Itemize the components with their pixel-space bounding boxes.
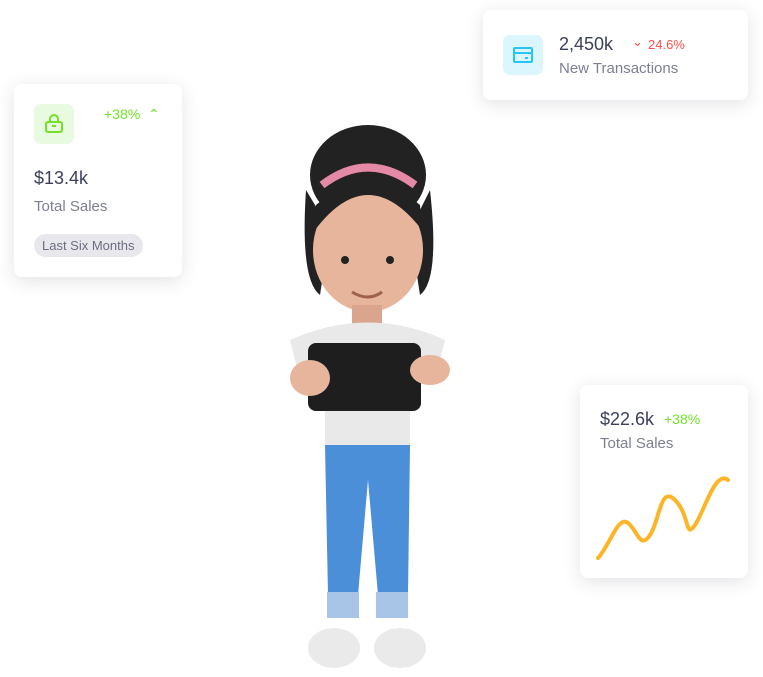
total-sales-card: +38% ⌃ $13.4k Total Sales Last Six Month… [14, 84, 182, 277]
total-sales-chart-card: $22.6k +38% Total Sales [580, 385, 748, 578]
sales-sparkline [596, 476, 730, 560]
sales-value: $13.4k [34, 168, 89, 188]
transactions-value: 2,450k [559, 34, 614, 54]
chevron-up-icon: ⌃ [148, 106, 160, 122]
change-percent: +38% [104, 106, 141, 122]
change-percent: +38% [664, 411, 701, 427]
period-badge: Last Six Months [34, 234, 143, 257]
sales-label: Total Sales [34, 198, 108, 215]
sales-label: Total Sales [600, 435, 674, 452]
change-percent: 24.6% [648, 37, 685, 52]
shopping-bag-icon [34, 104, 74, 144]
chevron-down-icon: ⌄ [632, 34, 643, 49]
transactions-label: New Transactions [559, 60, 679, 77]
credit-card-icon [503, 35, 543, 75]
character-illustration [290, 125, 450, 668]
new-transactions-card: 2,450k ⌄ 24.6% New Transactions [483, 10, 748, 100]
sales-value: $22.6k [600, 409, 655, 429]
